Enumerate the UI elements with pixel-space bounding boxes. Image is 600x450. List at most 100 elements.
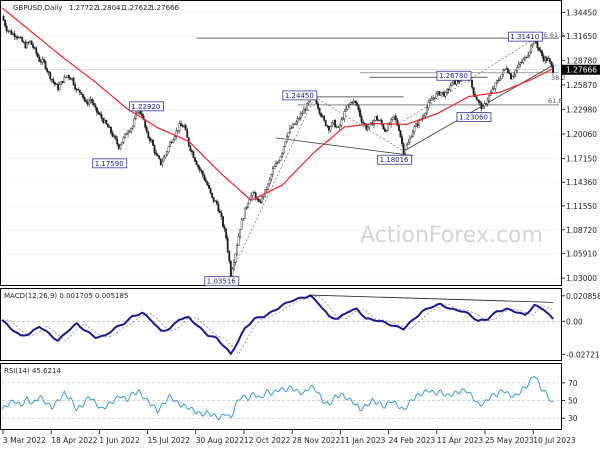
candle-body: [61, 81, 64, 83]
price-tick-label: 1.31650: [566, 32, 597, 41]
candle-body: [243, 207, 246, 219]
candle-body: [508, 72, 511, 74]
candle-body: [211, 192, 214, 198]
price-tick-label: 1.14360: [566, 178, 597, 187]
candle-body: [478, 101, 481, 104]
candle-body: [64, 76, 67, 78]
candle-body: [96, 107, 98, 113]
candle-body: [113, 135, 115, 137]
candle-body: [217, 203, 220, 212]
candle-body: [426, 107, 428, 114]
candle-body: [172, 139, 175, 143]
candle-body: [522, 58, 525, 63]
candle-body: [513, 73, 515, 77]
candle-body: [131, 125, 134, 129]
candle-body: [354, 100, 357, 103]
candle-body: [110, 126, 112, 134]
candle-body: [407, 142, 410, 146]
candle-body: [355, 102, 358, 106]
macd-tick-label: -0.027213: [566, 351, 600, 360]
candle-body: [205, 179, 207, 183]
macd-divergence-line: [310, 294, 554, 303]
x-tick-label: 12 Oct 2022: [244, 436, 291, 445]
candle-body: [83, 97, 86, 101]
candle-body: [514, 70, 517, 75]
candle-body: [343, 111, 346, 119]
candle-body: [220, 212, 223, 217]
candle-body: [539, 49, 542, 52]
candle-body: [455, 79, 458, 85]
price-level-box: [204, 276, 240, 287]
candle-body: [259, 201, 262, 203]
candle-body: [550, 61, 553, 66]
candle-body: [233, 262, 235, 270]
candle-body: [267, 183, 270, 190]
rsi-tick-label: 30: [568, 414, 578, 423]
candle-body: [223, 226, 226, 230]
candle-body: [63, 76, 66, 83]
price-level-box: [436, 70, 472, 81]
candle-body: [247, 203, 249, 208]
candle-body: [117, 143, 120, 149]
price-level-label: 1.18016: [380, 156, 409, 164]
candle-body: [36, 53, 39, 58]
candle-body: [346, 105, 349, 110]
candle-body: [394, 115, 397, 120]
macd-panel: [0, 288, 562, 361]
candle-body: [341, 118, 344, 120]
x-tick-label: 10 Jul 2023: [533, 436, 576, 445]
candle-body: [287, 131, 290, 137]
candle-body: [122, 137, 125, 143]
candle-body: [349, 102, 352, 105]
candle-body: [245, 207, 248, 209]
candle-body: [542, 55, 545, 62]
moving-average-line: [1, 7, 554, 202]
candle-body: [404, 149, 407, 154]
candle-body: [499, 78, 501, 81]
candle-body: [111, 132, 114, 137]
candle-body: [278, 160, 280, 163]
candle-body: [334, 120, 336, 128]
candle-body: [152, 139, 154, 146]
candle-body: [292, 123, 294, 128]
candle-body: [82, 94, 84, 98]
price-tick-label: 1.05910: [566, 250, 597, 259]
candle-body: [348, 104, 350, 106]
candle-body: [307, 101, 310, 104]
watermark: ActionForex.com: [360, 223, 543, 248]
candle-body: [301, 113, 304, 115]
candle-body: [536, 41, 539, 48]
candle-body: [40, 61, 42, 63]
candle-body: [393, 115, 396, 118]
price-tick-label: 1.20060: [566, 130, 597, 139]
candle-body: [161, 160, 164, 165]
candle-body: [506, 68, 509, 73]
candle-body: [237, 236, 240, 246]
candle-body: [525, 56, 528, 59]
current-price-label: 1.27666: [566, 66, 597, 75]
candle-body: [127, 131, 129, 135]
candle-body: [49, 72, 52, 80]
candle-body: [376, 116, 379, 121]
price-level-label: 1.24450: [285, 92, 314, 100]
candle-body: [106, 123, 109, 128]
candle-body: [162, 156, 165, 162]
candle-body: [180, 123, 182, 126]
candle-body: [416, 123, 419, 126]
candle-body: [335, 126, 338, 128]
channel-line: [403, 64, 554, 152]
candle-body: [494, 82, 497, 89]
candle-body: [317, 103, 319, 109]
candle-body: [262, 196, 265, 198]
candle-body: [441, 91, 444, 93]
candle-body: [281, 152, 284, 157]
candle-body: [273, 166, 276, 169]
x-tick-label: 30 Aug 2022: [196, 436, 244, 445]
trend-line: [275, 137, 413, 157]
candle-body: [401, 136, 403, 144]
candle-body: [410, 136, 413, 139]
candle-body: [2, 16, 5, 21]
x-tick-label: 15 Jul 2022: [148, 436, 191, 445]
candle-body: [167, 146, 170, 152]
candle-body: [357, 104, 360, 110]
